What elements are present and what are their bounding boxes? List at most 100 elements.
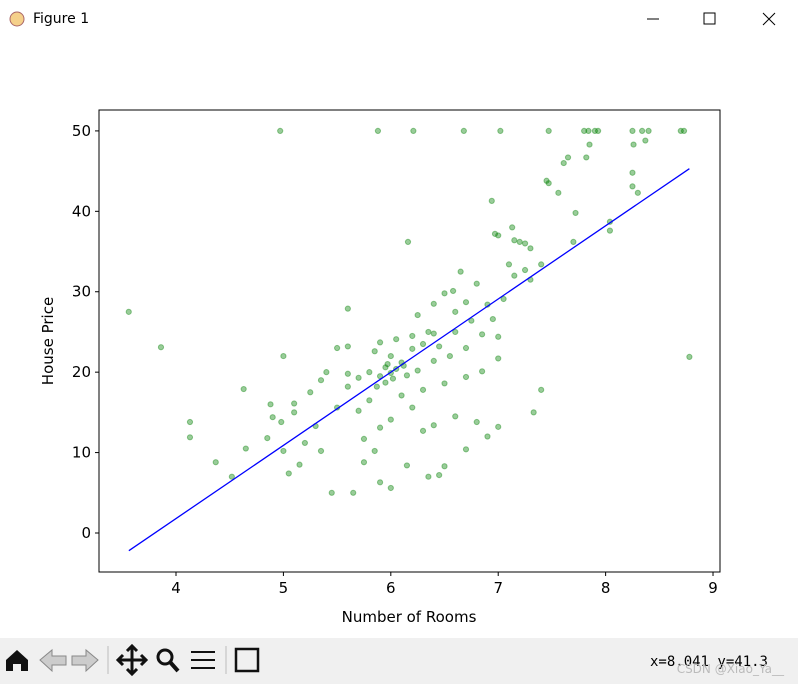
scatter-point bbox=[500, 295, 507, 303]
configure-button[interactable] bbox=[191, 651, 215, 669]
scatter-point bbox=[277, 127, 284, 135]
scatter-point bbox=[382, 364, 389, 371]
scatter-point bbox=[393, 336, 400, 343]
scatter-point bbox=[387, 352, 394, 360]
scatter-point bbox=[425, 328, 432, 336]
scatter-point bbox=[457, 268, 464, 275]
scatter-point bbox=[376, 339, 384, 346]
scatter-point bbox=[538, 261, 545, 268]
scatter-point bbox=[446, 352, 453, 360]
scatter-point bbox=[374, 127, 382, 135]
scatter-point bbox=[543, 177, 550, 184]
home-button[interactable] bbox=[6, 650, 28, 671]
scatter-point bbox=[387, 416, 394, 423]
scatter-point bbox=[410, 127, 417, 135]
scatter-point bbox=[409, 345, 416, 352]
scatter-point bbox=[409, 332, 416, 340]
scatter-point bbox=[269, 414, 276, 421]
y-tick-label: 0 bbox=[81, 524, 91, 542]
title-icons bbox=[9, 11, 776, 27]
y-tick-label: 20 bbox=[72, 363, 91, 381]
scatter-point bbox=[677, 127, 684, 135]
back-button[interactable] bbox=[39, 648, 67, 673]
scatter-point bbox=[462, 344, 470, 352]
pan-button[interactable] bbox=[115, 643, 149, 677]
scatter-point bbox=[686, 353, 693, 360]
scatter-point bbox=[419, 340, 427, 348]
x-tick-label: 9 bbox=[708, 579, 718, 597]
scatter-point bbox=[125, 308, 132, 315]
scatter-point bbox=[479, 368, 486, 375]
toolbar: x=8.041 y=41.3 CSDN @Xiao_Ya__ bbox=[0, 638, 798, 684]
scatter-point bbox=[645, 127, 652, 135]
scatter-point bbox=[344, 305, 351, 312]
scatter-point bbox=[639, 127, 646, 135]
scatter-point bbox=[280, 352, 287, 360]
scatter-point bbox=[545, 127, 552, 135]
scatter-point bbox=[629, 127, 636, 135]
y-tick-label: 30 bbox=[72, 283, 91, 301]
scatter-point bbox=[572, 209, 579, 217]
y-axis-label: House Price bbox=[39, 297, 57, 385]
scatter-point bbox=[350, 489, 357, 496]
scatter-point bbox=[570, 238, 577, 245]
y-tick-label: 50 bbox=[72, 122, 91, 140]
scatter-point bbox=[430, 422, 437, 429]
scatter-point bbox=[344, 383, 351, 390]
scatter-point bbox=[441, 463, 448, 470]
scatter-point bbox=[291, 409, 298, 416]
scatter-point bbox=[462, 446, 470, 453]
scatter-point bbox=[450, 287, 457, 295]
scatter-point bbox=[360, 435, 368, 443]
scatter-point bbox=[280, 447, 287, 455]
watermark: CSDN @Xiao_Ya__ bbox=[676, 662, 784, 676]
scatter-point bbox=[242, 445, 249, 452]
zoom-button[interactable] bbox=[156, 648, 174, 666]
scatter-point bbox=[317, 377, 325, 384]
fit-line bbox=[128, 168, 690, 552]
y-tick-label: 10 bbox=[72, 444, 91, 462]
app-icon bbox=[9, 11, 25, 27]
scatter-point bbox=[376, 479, 384, 486]
scatter-point bbox=[371, 447, 378, 455]
scatter-point bbox=[680, 127, 688, 135]
scatter-point bbox=[497, 127, 504, 135]
scatter-point bbox=[425, 473, 432, 480]
scatter-point bbox=[296, 461, 303, 468]
scatter-point bbox=[452, 308, 459, 315]
x-tick-label: 8 bbox=[601, 579, 611, 597]
scatter-point bbox=[495, 423, 502, 430]
plot-frame bbox=[98, 109, 721, 573]
scatter-point bbox=[414, 311, 421, 319]
maximize[interactable] bbox=[703, 12, 716, 25]
scatter-point bbox=[521, 266, 529, 274]
scatter-point bbox=[511, 272, 518, 279]
scatter-point bbox=[409, 404, 416, 411]
scatter-point bbox=[441, 290, 448, 297]
scatter-point bbox=[414, 367, 421, 374]
scatter-point bbox=[545, 180, 552, 187]
scatter-point bbox=[560, 159, 567, 167]
close[interactable] bbox=[762, 12, 776, 26]
scatter-point bbox=[403, 462, 411, 469]
zoom-handle bbox=[168, 660, 180, 673]
scatter-point bbox=[441, 380, 448, 387]
scatter-point bbox=[473, 280, 480, 287]
scatter-point bbox=[157, 344, 165, 351]
toolbar-icons bbox=[6, 643, 260, 677]
scatter-point bbox=[436, 343, 443, 350]
scatter-point bbox=[527, 245, 534, 252]
save-button[interactable] bbox=[234, 647, 260, 673]
scatter-point bbox=[267, 401, 274, 408]
scatter-point bbox=[186, 434, 194, 441]
scatter-point bbox=[430, 357, 437, 365]
scatter-point bbox=[509, 224, 516, 231]
scatter-point bbox=[334, 344, 341, 352]
scatter-point bbox=[398, 392, 405, 399]
forward-button[interactable] bbox=[71, 648, 99, 673]
x-tick-label: 5 bbox=[279, 579, 289, 597]
scatter-point bbox=[344, 370, 351, 377]
scatter-point bbox=[323, 369, 330, 376]
scatter-point bbox=[366, 369, 373, 376]
